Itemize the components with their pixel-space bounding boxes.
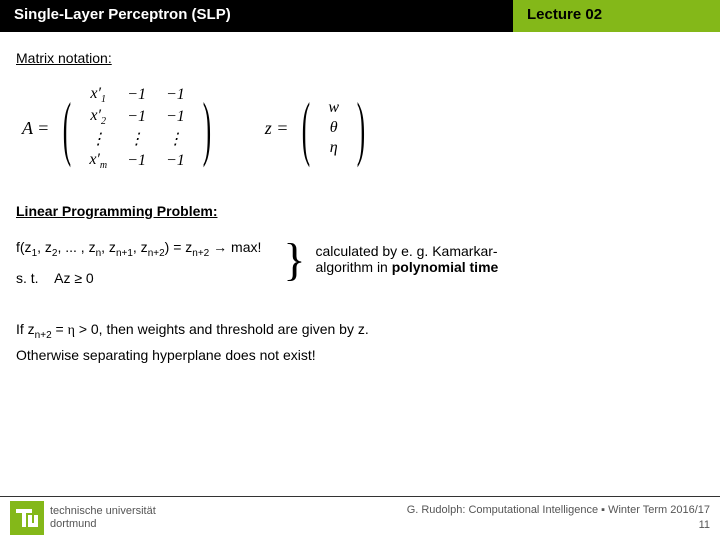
objective-function: f(z1, z2, ... , zn, zn+1, zn+2) = zn+2 →… bbox=[16, 239, 261, 259]
paren-left-icon: ( bbox=[302, 98, 310, 159]
conclusion-line-2: Otherwise separating hyperplane does not… bbox=[16, 344, 704, 368]
slide-content: Matrix notation: A = ( x′1−1−1 x′2−1−1 ⋮… bbox=[0, 32, 720, 368]
university-logo: technische universität dortmund bbox=[10, 501, 156, 535]
curly-brace-icon: } bbox=[283, 234, 305, 285]
matrix-z-label: z = bbox=[265, 118, 289, 139]
lp-heading: Linear Programming Problem: bbox=[16, 203, 704, 219]
tu-logo-icon bbox=[10, 501, 44, 535]
matrix-a: ( x′1−1−1 x′2−1−1 ⋮⋮⋮ x′m−1−1 ) bbox=[55, 84, 218, 173]
matrix-equation: A = ( x′1−1−1 x′2−1−1 ⋮⋮⋮ x′m−1−1 ) z = … bbox=[16, 84, 704, 173]
footer-credit: G. Rudolph: Computational Intelligence ▪… bbox=[407, 503, 710, 532]
annotation-text: calculated by e. g. Kamarkar- algorithm … bbox=[315, 243, 498, 275]
matrix-a-label: A = bbox=[22, 118, 49, 139]
annotation: } calculated by e. g. Kamarkar- algorith… bbox=[261, 239, 498, 280]
paren-right-icon: ) bbox=[357, 98, 365, 159]
header-bar: Single-Layer Perceptron (SLP) Lecture 02 bbox=[0, 0, 720, 32]
lp-block: f(z1, z2, ... , zn, zn+1, zn+2) = zn+2 →… bbox=[16, 239, 704, 299]
conclusion-line-1: If zn+2 = η > 0, then weights and thresh… bbox=[16, 318, 704, 344]
constraint: s. t. Az ≥ 0 bbox=[16, 270, 94, 286]
conclusion: If zn+2 = η > 0, then weights and thresh… bbox=[16, 318, 704, 368]
paren-left-icon: ( bbox=[63, 98, 71, 159]
slide-title: Single-Layer Perceptron (SLP) bbox=[0, 0, 513, 32]
lecture-label: Lecture 02 bbox=[513, 0, 720, 32]
footer: technische universität dortmund G. Rudol… bbox=[0, 496, 720, 540]
matrix-z: ( w θ η ) bbox=[294, 98, 373, 159]
matrix-notation-heading: Matrix notation: bbox=[16, 50, 704, 66]
paren-right-icon: ) bbox=[203, 98, 211, 159]
